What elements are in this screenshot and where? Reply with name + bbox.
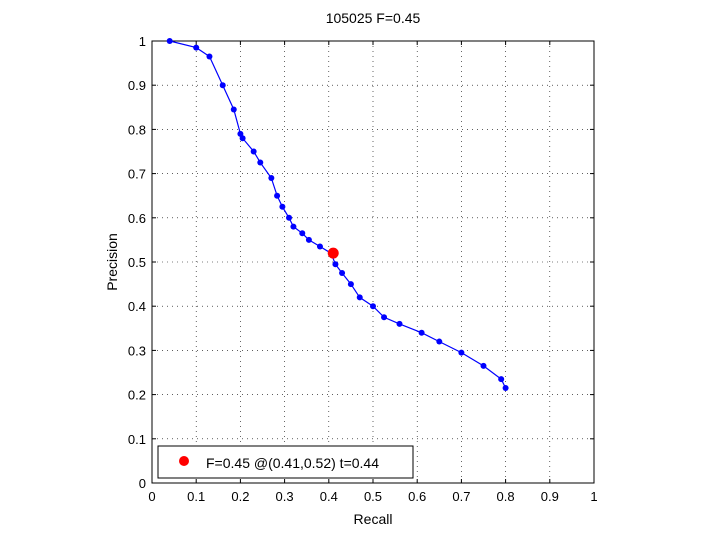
data-point [206,53,213,60]
legend: F=0.45 @(0.41,0.52) t=0.44 [157,445,414,479]
plot-frame [151,40,595,484]
y-tick-label: 0.5 [128,255,146,270]
x-tick-label: 0.7 [452,489,470,504]
data-point [381,314,388,321]
pr-curve [166,38,509,391]
y-tick-label: 0.8 [128,122,146,137]
data-point [268,175,275,182]
best-f-point [327,247,339,259]
highlight-layer [327,247,339,259]
y-tick-label: 0.4 [128,299,146,314]
y-tick-label: 0.9 [128,78,146,93]
axis-ticks [151,40,595,484]
data-point [356,294,363,301]
data-point [279,203,286,210]
legend-marker [179,456,189,466]
data-point [219,82,226,89]
data-point [274,192,281,199]
y-tick-labels: 0 0.1 0.2 0.3 0.4 0.5 0.6 0.7 0.8 0.9 1 [128,34,146,491]
data-point [193,44,200,51]
x-tick-label: 0.5 [364,489,382,504]
data-point [305,236,312,243]
chart-title: 105025 F=0.45 [326,10,421,26]
data-point [316,243,323,250]
x-tick-label: 0.1 [187,489,205,504]
y-tick-label: 0.7 [128,167,146,182]
data-point [480,362,487,369]
data-point [370,303,376,310]
x-tick-label: 0.4 [320,489,338,504]
data-point [239,135,246,142]
data-point [396,320,403,327]
y-tick-label: 0.2 [128,388,146,403]
data-point [166,38,173,44]
data-point [286,214,293,221]
data-point [418,329,425,336]
x-tick-label: 0 [148,489,155,504]
x-tick-label: 0.3 [276,489,294,504]
x-tick-label: 0.6 [408,489,426,504]
y-tick-label: 1 [139,34,146,49]
x-tick-label: 1 [590,489,597,504]
data-point [290,223,297,230]
y-tick-label: 0.3 [128,343,146,358]
grid-lines [152,41,594,483]
data-point [498,376,505,383]
data-point [299,230,306,237]
y-tick-label: 0.6 [128,211,146,226]
y-axis-label: Precision [104,233,120,291]
y-tick-label: 0.1 [128,432,146,447]
data-point [502,384,509,391]
x-tick-label: 0.9 [541,489,559,504]
data-point [237,130,244,137]
x-tick-label: 0.2 [231,489,249,504]
x-tick-label: 0.8 [497,489,515,504]
data-point [250,148,257,155]
data-point [230,106,237,113]
data-point [332,261,339,268]
legend-box [157,445,414,479]
data-point [458,349,465,356]
x-axis-label: Recall [354,511,393,527]
y-tick-label: 0 [139,476,146,491]
data-point [339,270,346,277]
legend-label: F=0.45 @(0.41,0.52) t=0.44 [206,455,379,471]
data-point [436,338,443,345]
data-point [347,281,354,288]
x-tick-labels: 0 0.1 0.2 0.3 0.4 0.5 0.6 0.7 0.8 0.9 1 [148,489,597,504]
data-point [257,159,264,166]
